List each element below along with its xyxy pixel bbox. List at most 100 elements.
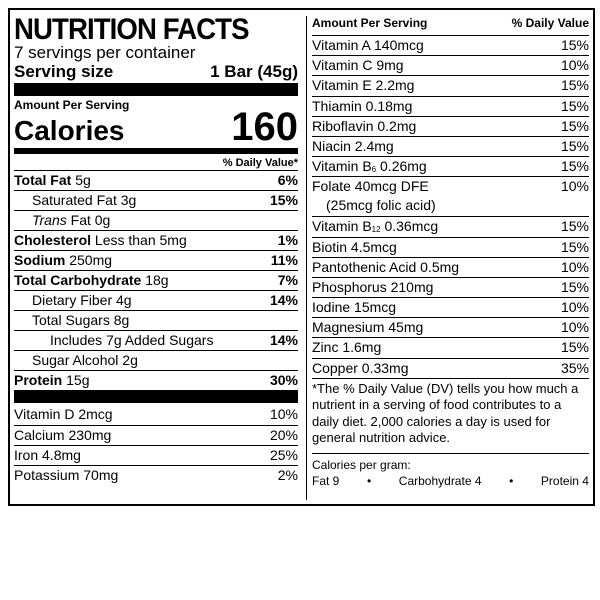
biotin-label: Biotin 4.5mcg [312, 238, 397, 255]
vitamin-mineral-row: Iron 4.8mg 25% [14, 445, 298, 465]
trans-fat-row: Trans Fat 0g [14, 210, 298, 230]
vitamin-e-label: Vitamin E 2.2mg [312, 77, 415, 94]
thick-divider [14, 83, 298, 96]
total-fat-label: Total Fat [14, 172, 72, 188]
saturated-fat-pct: 15% [269, 192, 298, 208]
total-carb-amount: 18g [145, 272, 169, 288]
riboflavin-pct: 15% [560, 117, 589, 134]
vitamin-e-pct: 15% [560, 77, 589, 94]
vitamin-b6-sub: 6 [371, 165, 377, 175]
trans-fat-label: Fat 0g [70, 212, 111, 228]
vitamin-mineral-label: Vitamin D 2mcg [14, 406, 113, 422]
iodine-label: Iodine 15mcg [312, 299, 397, 316]
vitamin-c-pct: 10% [560, 57, 589, 74]
vitamin-mineral-row: Potassium 70mg 2% [14, 465, 298, 485]
nutrition-facts-label: NUTRITION FACTS 7 servings per container… [8, 8, 595, 506]
iodine-row: Iodine 15mcg 10% [312, 297, 589, 317]
calories-per-gram-values: Fat 9 • Carbohydrate 4 • Protein 4 [312, 473, 589, 489]
copper-label: Copper 0.33mg [312, 359, 409, 376]
dietary-fiber-row: Dietary Fiber 4g 14% [14, 290, 298, 310]
cpg-carbohydrate: Carbohydrate 4 [398, 473, 482, 488]
thiamin-label: Thiamin 0.18mg [312, 97, 413, 114]
medium-divider [14, 148, 298, 154]
protein-amount: 15g [66, 372, 90, 388]
daily-value-footnote: *The % Daily Value (DV) tells you how mu… [312, 377, 589, 447]
biotin-row: Biotin 4.5mcg 15% [312, 236, 589, 257]
sugar-alcohol-label: Sugar Alcohol 2g [32, 352, 138, 368]
total-fat-row: Total Fat 5g 6% [14, 170, 298, 190]
vitamin-mineral-row: Calcium 230mg 20% [14, 425, 298, 445]
saturated-fat-label: Saturated Fat 3g [32, 192, 137, 208]
vitamin-c-label: Vitamin C 9mg [312, 57, 404, 74]
phosphorus-label: Phosphorus 210mg [312, 278, 434, 295]
biotin-pct: 15% [560, 238, 589, 255]
cholesterol-pct: 1% [277, 232, 298, 248]
amount-per-serving-label: Amount Per Serving [14, 98, 130, 112]
vitamin-mineral-pct: 2% [277, 467, 298, 483]
servings-per-container: 7 servings per container [14, 43, 196, 62]
trans-label: Trans [32, 212, 67, 228]
vitamin-b12-sub: 12 [371, 225, 381, 235]
vitamin-mineral-row: Vitamin D 2mcg 10% [14, 405, 298, 425]
total-fat-amount: 5g [75, 172, 91, 188]
column-divider [306, 16, 307, 500]
vitamin-c-row: Vitamin C 9mg 10% [312, 55, 589, 75]
total-sugars-label: Total Sugars 8g [32, 312, 130, 328]
protein-label: Protein [14, 372, 63, 388]
vitamin-b12-pct: 15% [560, 218, 589, 235]
vitamin-b6-row: Vitamin B6 0.26mg 15% [312, 156, 589, 176]
added-sugars-label: Includes 7g Added Sugars [50, 332, 214, 348]
zinc-pct: 15% [560, 339, 589, 356]
folate-row: Folate 40mcg DFE (25mcg folic acid) 10% [312, 176, 589, 216]
magnesium-row: Magnesium 45mg 10% [312, 317, 589, 337]
vitamin-mineral-pct: 20% [269, 427, 298, 443]
vitamin-b12-prefix: Vitamin B [312, 218, 372, 235]
riboflavin-row: Riboflavin 0.2mg 15% [312, 115, 589, 136]
right-header: Amount Per Serving % Daily Value [312, 13, 589, 35]
daily-value-header: % Daily Value* [222, 157, 298, 169]
magnesium-pct: 10% [560, 319, 589, 336]
cholesterol-amount: Less than 5mg [94, 232, 187, 248]
vitamins-left-list: Vitamin D 2mcg 10% Calcium 230mg 20% Iron 4.… [14, 405, 298, 485]
riboflavin-label: Riboflavin 0.2mg [312, 117, 417, 134]
vitamin-b12-row: Vitamin B12 0.36mcg 15% [312, 216, 589, 236]
protein-row: Protein 15g 30% [14, 370, 298, 390]
pantothenic-acid-row: Pantothenic Acid 0.5mg 10% [312, 256, 589, 277]
vitamin-mineral-pct: 25% [269, 447, 298, 463]
calories-label: Calories [14, 115, 125, 146]
vitamin-mineral-pct: 10% [269, 406, 298, 422]
right-amount-header: Amount Per Serving [312, 16, 428, 30]
vitamin-mineral-label: Potassium 70mg [14, 467, 119, 483]
sodium-row: Sodium 250mg 11% [14, 250, 298, 270]
calories-per-gram-label: Calories per gram: [312, 457, 411, 472]
total-fat-pct: 6% [277, 172, 298, 188]
bullet-icon: • [366, 473, 372, 488]
vitamin-b6-pct: 15% [560, 158, 589, 175]
niacin-pct: 15% [560, 137, 589, 154]
label-title: NUTRITION FACTS [14, 13, 250, 46]
added-sugars-pct: 14% [269, 332, 298, 348]
calories-value: 160 [231, 105, 298, 149]
serving-size-value: 1 Bar (45g) [210, 62, 298, 81]
serving-size-label: Serving size [14, 62, 114, 81]
sodium-amount: 250mg [69, 252, 113, 268]
niacin-row: Niacin 2.4mg 15% [312, 135, 589, 156]
vitamin-a-label: Vitamin A 140mcg [312, 37, 424, 53]
folate-folic-acid: (25mcg folic acid) [326, 197, 436, 214]
folate-label: Folate 40mcg DFE [312, 178, 429, 195]
cholesterol-row: Cholesterol Less than 5mg 1% [14, 230, 298, 250]
total-carb-label: Total Carbohydrate [14, 272, 142, 288]
right-dv-header: % Daily Value [511, 16, 589, 30]
dietary-fiber-pct: 14% [269, 292, 298, 308]
pantothenic-acid-label: Pantothenic Acid 0.5mg [312, 258, 460, 275]
phosphorus-row: Phosphorus 210mg 15% [312, 276, 589, 297]
zinc-row: Zinc 1.6mg 15% [312, 337, 589, 357]
thiamin-row: Thiamin 0.18mg 15% [312, 95, 589, 116]
vitamin-mineral-label: Calcium 230mg [14, 427, 112, 443]
magnesium-label: Magnesium 45mg [312, 319, 424, 336]
dietary-fiber-label: Dietary Fiber 4g [32, 292, 132, 308]
added-sugars-row: Includes 7g Added Sugars 14% [14, 330, 298, 350]
niacin-label: Niacin 2.4mg [312, 137, 394, 154]
vitamin-b12-amount: 0.36mcg [380, 218, 439, 235]
sugar-alcohol-row: Sugar Alcohol 2g [14, 350, 298, 370]
